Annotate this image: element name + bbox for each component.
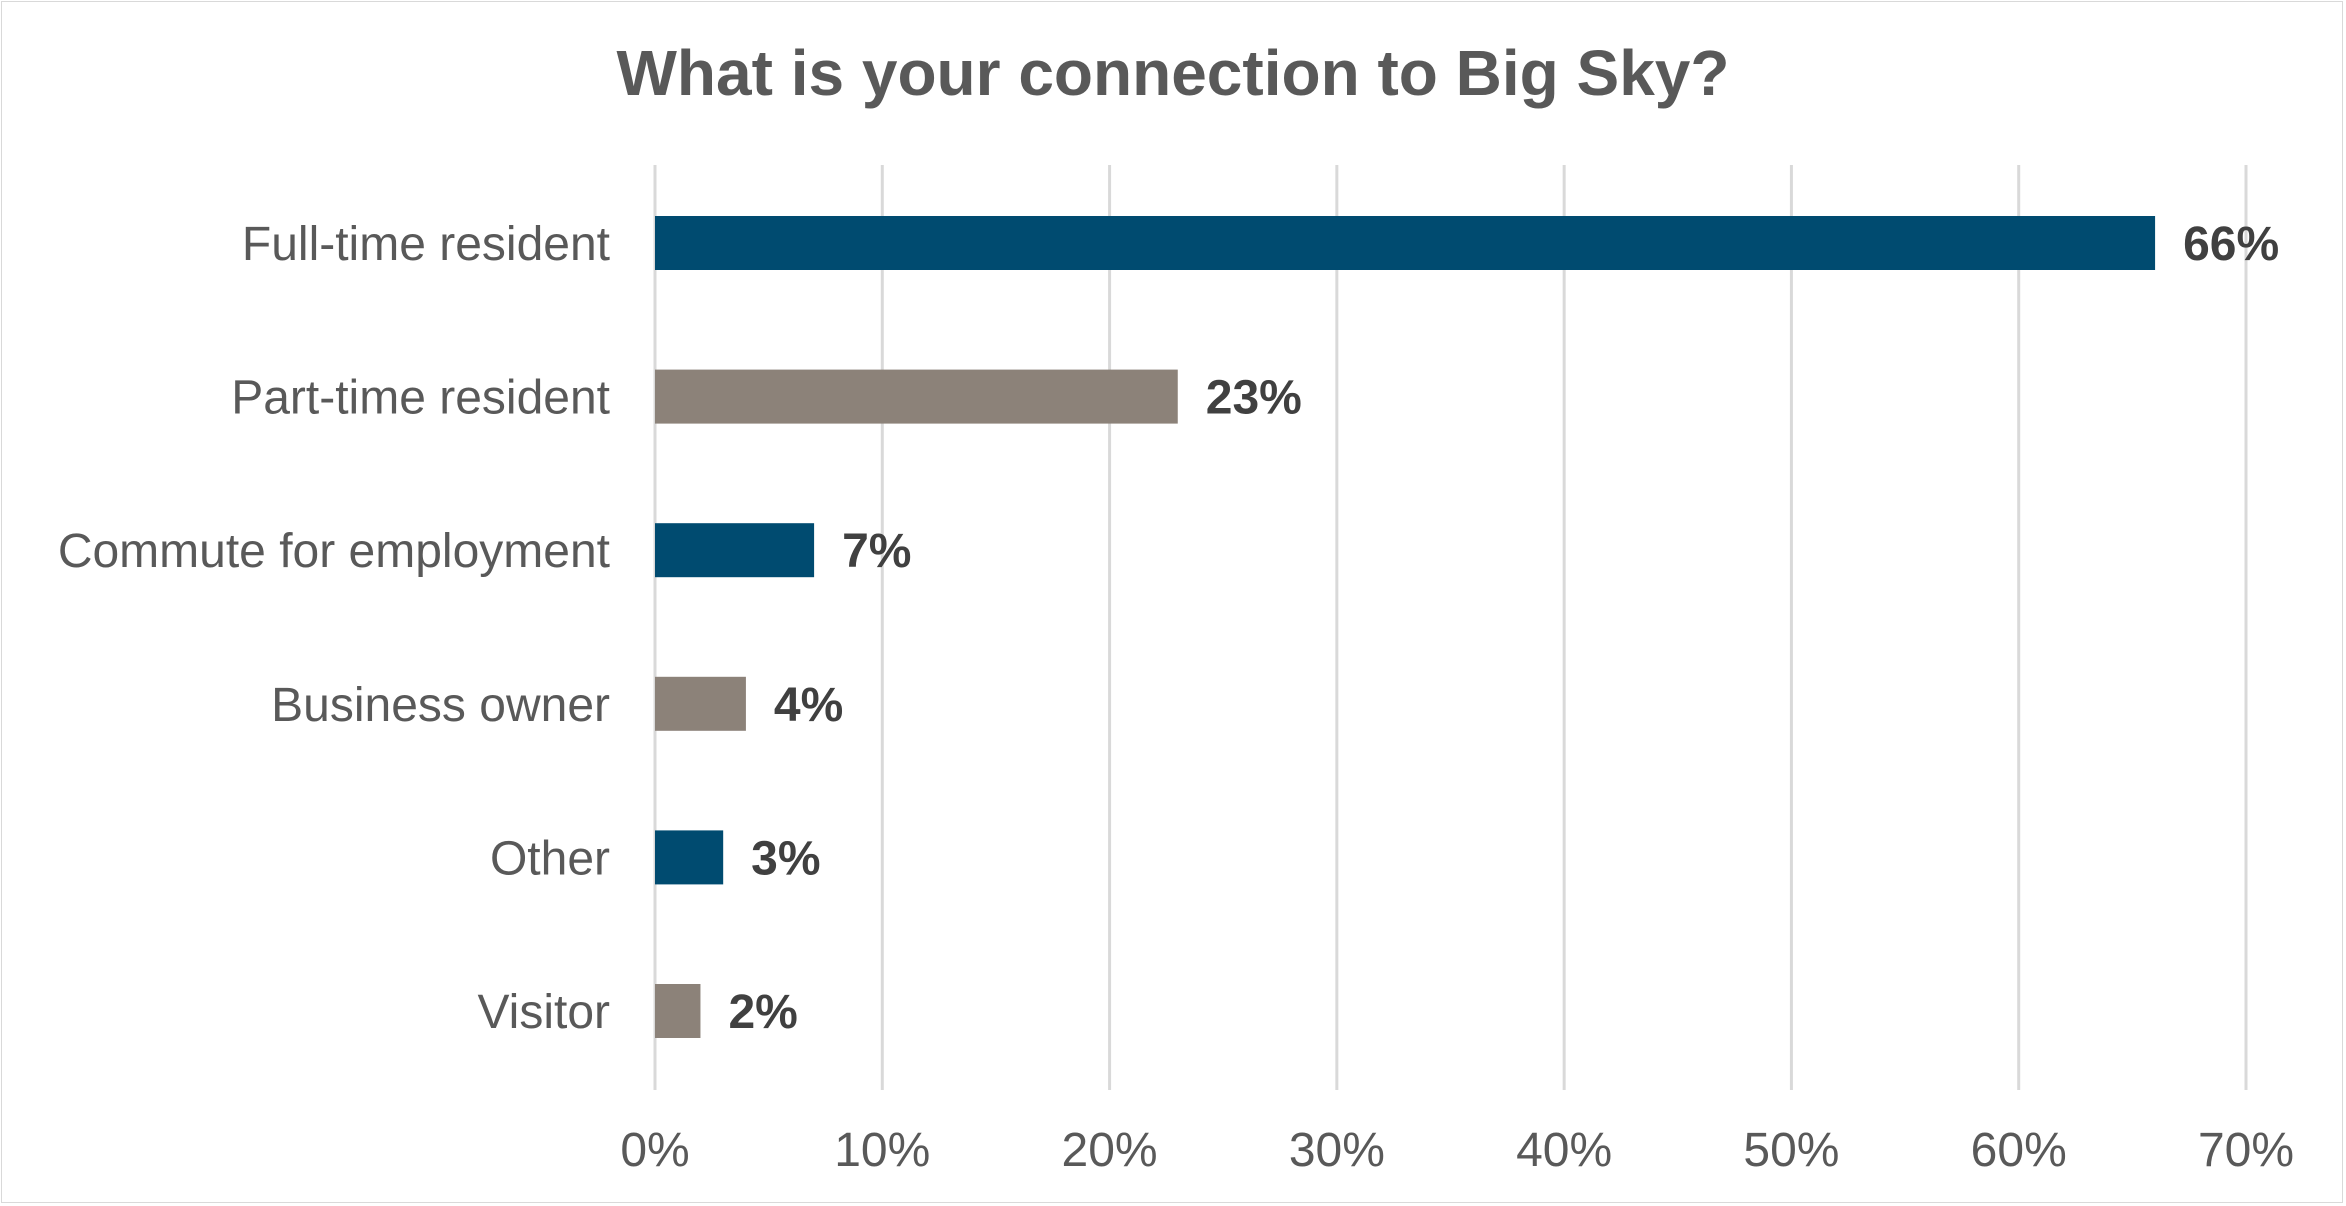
x-tick-label: 40% bbox=[1516, 1124, 1612, 1177]
x-tick-label: 60% bbox=[1971, 1124, 2067, 1177]
x-tick-label: 70% bbox=[2198, 1124, 2294, 1177]
category-label: Full-time resident bbox=[242, 218, 610, 271]
bar-full-time-resident bbox=[655, 216, 2156, 270]
category-label: Other bbox=[490, 832, 610, 885]
data-label: 7% bbox=[842, 525, 911, 578]
labels: 0% 10% 20% 30% 40% 50% 60% 70% Full-time residen… bbox=[58, 218, 2294, 1177]
bar-commute-for-employment bbox=[655, 523, 815, 578]
category-label: Visitor bbox=[478, 986, 611, 1039]
data-label: 2% bbox=[728, 986, 797, 1039]
x-tick-label: 20% bbox=[1062, 1124, 1158, 1177]
bar-visitor bbox=[655, 984, 701, 1038]
category-label: Business owner bbox=[271, 679, 610, 732]
data-label: 3% bbox=[751, 832, 820, 885]
data-label: 66% bbox=[2183, 218, 2279, 271]
bars bbox=[655, 216, 2156, 1038]
category-label: Commute for employment bbox=[58, 525, 610, 578]
x-tick-label: 0% bbox=[620, 1124, 689, 1177]
gridlines bbox=[653, 165, 2248, 1090]
bar-other bbox=[655, 830, 724, 885]
bar-business-owner bbox=[655, 676, 746, 731]
x-tick-label: 30% bbox=[1289, 1124, 1385, 1177]
category-label: Part-time resident bbox=[231, 372, 610, 425]
chart-title: What is your connection to Big Sky? bbox=[616, 37, 1730, 109]
x-tick-label: 10% bbox=[834, 1124, 930, 1177]
data-label: 23% bbox=[1206, 372, 1302, 425]
data-label: 4% bbox=[774, 679, 843, 732]
x-tick-label: 50% bbox=[1743, 1124, 1839, 1177]
bar-part-time-resident bbox=[655, 369, 1178, 424]
